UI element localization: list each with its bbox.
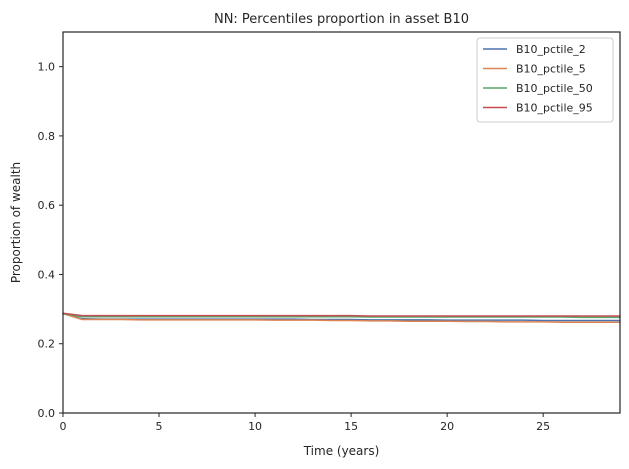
legend-label: B10_pctile_50 [516,82,593,95]
chart-title: NN: Percentiles proportion in asset B10 [214,12,469,27]
y-tick-label: 1.0 [38,61,56,74]
x-tick-label: 10 [248,420,262,433]
series-layer [62,312,621,323]
x-tick-label: 20 [440,420,454,433]
series-line-b10-pctile-50 [62,312,621,319]
legend: B10_pctile_2 B10_pctile_5 B10_pctile_50 B10… [476,37,614,123]
x-axis-title: Time (years) [303,444,380,458]
x-tick-label: 15 [344,420,358,433]
y-tick-label: 0.6 [38,199,56,212]
y-tick-label: 0.0 [38,407,56,420]
series-line-b10-pctile-5 [62,312,621,323]
legend-label: B10_pctile_5 [516,63,586,76]
legend-box [476,37,614,123]
legend-label: B10_pctile_95 [516,102,593,115]
y-tick-label: 0.4 [38,268,56,281]
x-tick-label: 5 [156,420,163,433]
y-tick-label: 0.2 [38,338,56,351]
y-tick-label: 0.8 [38,130,56,143]
x-tick-label: 25 [536,420,550,433]
x-axis: 0 5 10 15 20 25 [60,413,550,433]
plot-frame [62,31,621,414]
y-axis: 0.0 0.2 0.4 0.6 0.8 1.0 [38,61,63,420]
x-tick-label: 0 [60,420,67,433]
legend-label: B10_pctile_2 [516,43,586,56]
y-axis-title: Proportion of wealth [9,162,23,283]
series-line-b10-pctile-95 [62,312,621,317]
